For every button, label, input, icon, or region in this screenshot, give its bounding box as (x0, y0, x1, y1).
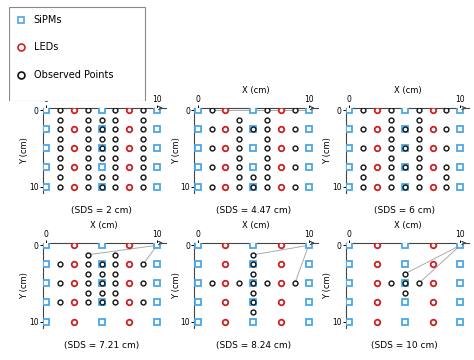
X-axis label: X (cm): X (cm) (242, 86, 270, 95)
Text: SiPMs: SiPMs (34, 15, 62, 25)
Text: (SDS = 4.47 cm): (SDS = 4.47 cm) (216, 206, 291, 215)
X-axis label: X (cm): X (cm) (91, 221, 118, 230)
FancyBboxPatch shape (9, 7, 145, 101)
Y-axis label: Y (cm): Y (cm) (172, 272, 181, 299)
Y-axis label: Y (cm): Y (cm) (323, 137, 332, 164)
Text: LEDs: LEDs (34, 42, 58, 52)
X-axis label: X (cm): X (cm) (394, 86, 421, 95)
Text: (SDS = 10 cm): (SDS = 10 cm) (372, 341, 438, 350)
Text: (SDS = 2 cm): (SDS = 2 cm) (71, 206, 132, 215)
Text: (SDS = 7.21 cm): (SDS = 7.21 cm) (64, 341, 139, 350)
Text: (SDS = 6 cm): (SDS = 6 cm) (374, 206, 435, 215)
X-axis label: X (cm): X (cm) (91, 86, 118, 95)
Text: Observed Points: Observed Points (34, 70, 113, 80)
Text: (SDS = 8.24 cm): (SDS = 8.24 cm) (216, 341, 291, 350)
Y-axis label: Y (cm): Y (cm) (20, 137, 29, 164)
X-axis label: X (cm): X (cm) (242, 221, 270, 230)
Y-axis label: Y (cm): Y (cm) (20, 272, 29, 299)
Y-axis label: Y (cm): Y (cm) (172, 137, 181, 164)
Y-axis label: Y (cm): Y (cm) (323, 272, 332, 299)
X-axis label: X (cm): X (cm) (394, 221, 421, 230)
